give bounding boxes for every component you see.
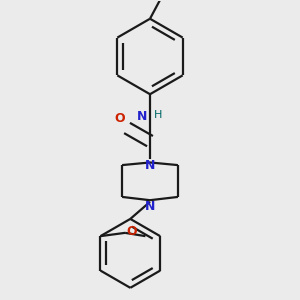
Text: O: O	[115, 112, 125, 125]
Text: N: N	[137, 110, 147, 123]
Text: H: H	[154, 110, 162, 120]
Text: O: O	[126, 225, 137, 239]
Text: N: N	[145, 159, 155, 172]
Text: N: N	[145, 200, 155, 213]
